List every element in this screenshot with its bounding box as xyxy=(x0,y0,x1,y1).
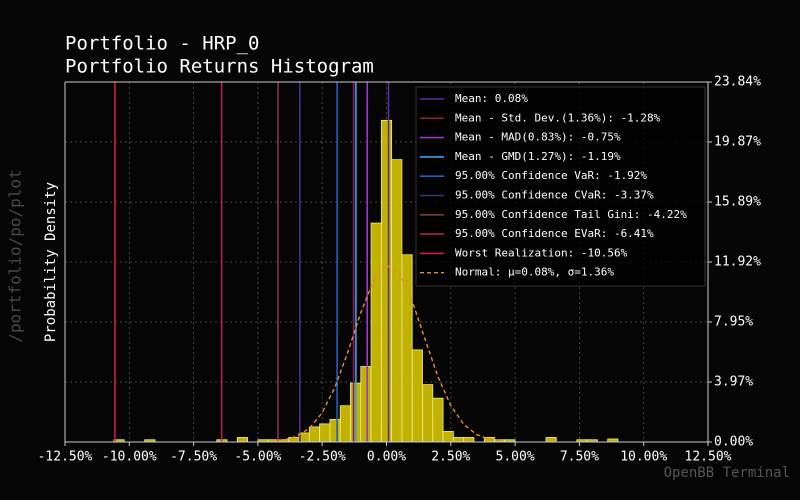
legend-label: 95.00% Confidence VaR: -1.92% xyxy=(455,169,647,182)
legend-label: Normal: μ=0.08%, σ=1.36% xyxy=(455,266,614,279)
histogram-bar xyxy=(329,418,341,443)
histogram-bar xyxy=(391,159,403,443)
histogram-bar xyxy=(288,437,300,443)
y-axis-label: Probability Density xyxy=(43,182,59,342)
histogram-bar xyxy=(339,405,351,443)
y-tick-label: 19.87% xyxy=(714,134,761,149)
histogram-bar xyxy=(380,119,393,443)
y-tick-label: 0.00% xyxy=(714,435,753,450)
x-tick-label: -12.50% xyxy=(38,450,93,465)
y-tick-label: 23.84% xyxy=(714,75,761,90)
x-tick-label: 10.00% xyxy=(620,450,667,465)
y-tick-label: 3.97% xyxy=(714,375,753,390)
legend: Mean: 0.08% Mean - Std. Dev.(1.36%): -1.2… xyxy=(415,86,706,287)
histogram-bar xyxy=(452,437,465,443)
x-tick-label: 12.50% xyxy=(685,450,732,465)
histogram-bar xyxy=(411,349,423,443)
histogram-bar xyxy=(370,222,382,443)
y-tick-label: 15.89% xyxy=(714,195,761,210)
chart-title: Portfolio - HRP_0 xyxy=(65,33,259,55)
legend-box xyxy=(415,86,706,287)
watermark-command: /portfolio/po/plot xyxy=(6,169,25,342)
histogram-bar xyxy=(319,423,331,443)
watermark-brand: OpenBB Terminal xyxy=(664,465,790,481)
legend-label: Mean - Std. Dev.(1.36%): -1.28% xyxy=(455,111,661,124)
histogram-bar xyxy=(463,437,475,443)
chart-subtitle: Portfolio Returns Histogram xyxy=(65,56,374,78)
legend-label: 95.00% Confidence EVaR: -6.41% xyxy=(455,227,654,240)
x-tick-label: -7.50% xyxy=(170,450,217,465)
legend-label: 95.00% Confidence CVaR: -3.37% xyxy=(455,189,654,202)
histogram-bar xyxy=(545,437,557,443)
legend-label: Mean - MAD(0.83%): -0.75% xyxy=(455,131,621,144)
legend-label: Worst Realization: -10.56% xyxy=(455,246,628,259)
histogram-bar xyxy=(422,384,434,443)
histogram-bar xyxy=(442,431,454,443)
x-tick-label: 5.00% xyxy=(496,450,535,465)
legend-label: Mean - GMD(1.27%): -1.19% xyxy=(455,150,621,163)
x-tick-label: 0.00% xyxy=(367,450,406,465)
histogram-bar xyxy=(432,397,444,443)
x-tick-label: -2.50% xyxy=(299,450,346,465)
x-tick-label: 7.50% xyxy=(560,450,599,465)
histogram-bar xyxy=(308,426,321,443)
legend-label: 95.00% Confidence Tail Gini: -4.22% xyxy=(455,208,687,221)
x-tick-label: -10.00% xyxy=(102,450,157,465)
x-tick-label: -5.00% xyxy=(234,450,281,465)
histogram-bar xyxy=(401,254,413,443)
y-tick-label: 11.92% xyxy=(714,255,761,270)
y-tick-label: 7.95% xyxy=(714,314,753,329)
x-tick-label: 2.50% xyxy=(431,450,470,465)
histogram-bar xyxy=(236,437,249,443)
legend-label: Mean: 0.08% xyxy=(455,92,528,105)
histogram-bar xyxy=(360,366,372,443)
